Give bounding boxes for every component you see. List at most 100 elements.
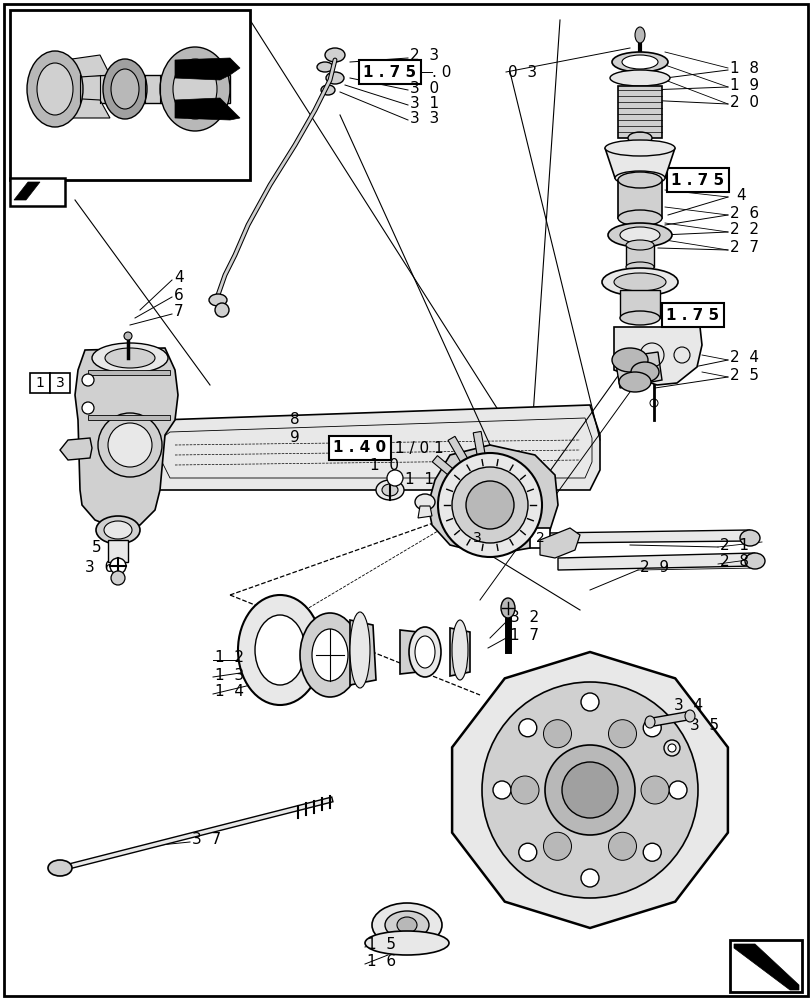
Ellipse shape [325,72,344,84]
Ellipse shape [500,598,514,618]
Ellipse shape [92,343,168,373]
Ellipse shape [609,70,669,86]
Text: 3  2: 3 2 [509,610,539,626]
Ellipse shape [518,843,536,861]
Ellipse shape [684,710,694,722]
Ellipse shape [744,553,764,569]
Polygon shape [88,415,169,420]
Text: 1  8: 1 8 [729,61,758,76]
Ellipse shape [215,303,229,317]
FancyArrow shape [448,436,472,471]
Ellipse shape [561,762,617,818]
Ellipse shape [617,172,661,188]
Ellipse shape [103,59,147,119]
Polygon shape [427,445,557,555]
Ellipse shape [350,612,370,688]
Ellipse shape [642,843,660,861]
Ellipse shape [642,719,660,737]
Text: 2  9: 2 9 [639,560,668,576]
Text: 3  4: 3 4 [673,698,702,712]
Ellipse shape [452,620,467,680]
Text: 3  1: 3 1 [410,96,439,111]
Ellipse shape [544,745,634,835]
Ellipse shape [208,294,227,306]
Polygon shape [400,630,418,674]
Text: 1 . 7 5: 1 . 7 5 [666,308,719,322]
Ellipse shape [466,481,513,529]
Text: 2  8: 2 8 [719,554,748,570]
Ellipse shape [518,719,536,737]
FancyArrow shape [473,431,486,464]
Ellipse shape [625,240,653,250]
Bar [625,245,653,267]
Ellipse shape [375,480,404,500]
Polygon shape [539,528,579,558]
Text: 3  6: 3 6 [85,560,114,576]
Bar [466,528,487,548]
Ellipse shape [409,627,440,677]
Ellipse shape [299,613,359,697]
Bar [30,373,50,393]
Ellipse shape [644,716,654,728]
Ellipse shape [634,27,644,43]
Text: 1  0: 1 0 [370,458,398,473]
Bar [10,178,65,206]
Ellipse shape [365,931,448,955]
Ellipse shape [611,348,647,372]
Polygon shape [175,98,240,120]
Text: 2  2: 2 2 [729,223,758,237]
Ellipse shape [640,776,668,804]
Text: 1: 1 [36,376,45,390]
Ellipse shape [414,636,435,668]
Ellipse shape [255,615,305,685]
Text: 2: 2 [535,531,543,545]
Ellipse shape [109,558,126,574]
Bar [729,940,801,992]
Text: 4: 4 [174,270,183,286]
Ellipse shape [387,470,402,486]
Ellipse shape [581,693,599,711]
Text: 3  3: 3 3 [410,111,439,126]
Ellipse shape [48,860,72,876]
Ellipse shape [663,740,679,756]
Polygon shape [613,327,702,385]
Text: 1  1: 1 1 [405,473,433,488]
Bar [10,10,250,180]
Text: 1  9: 1 9 [729,78,758,93]
Ellipse shape [613,273,665,291]
Ellipse shape [581,869,599,887]
Ellipse shape [37,63,73,115]
Ellipse shape [668,781,686,799]
Polygon shape [418,506,431,518]
Ellipse shape [108,423,152,467]
Text: 6: 6 [174,288,183,302]
Text: 1  6: 1 6 [367,954,396,969]
Text: 1 . 7 5: 1 . 7 5 [363,65,416,80]
Text: 1  4: 1 4 [215,684,243,700]
Ellipse shape [320,85,335,95]
Text: 3: 3 [472,531,481,545]
Ellipse shape [510,776,539,804]
Polygon shape [651,712,687,726]
Text: 1  2: 1 2 [215,650,243,666]
Ellipse shape [98,413,162,477]
Text: 5: 5 [92,540,101,556]
Text: 1 . 4 0: 1 . 4 0 [333,440,386,456]
Ellipse shape [620,311,659,325]
Ellipse shape [630,362,659,382]
Ellipse shape [618,372,650,392]
Text: 2  6: 2 6 [729,206,758,221]
Ellipse shape [111,571,125,585]
Text: 3  5: 3 5 [689,718,719,732]
Ellipse shape [739,530,759,546]
Ellipse shape [617,210,661,226]
Polygon shape [449,628,470,676]
Ellipse shape [82,402,94,414]
Polygon shape [733,944,798,990]
Bar [108,540,128,562]
Ellipse shape [667,744,676,752]
Text: 0  3: 0 3 [508,65,536,80]
Bar [530,528,549,548]
Ellipse shape [437,453,541,557]
Ellipse shape [173,59,217,119]
